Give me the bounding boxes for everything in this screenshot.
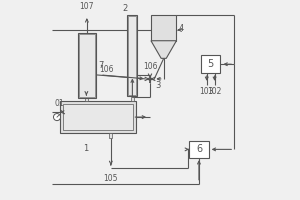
Bar	[151, 15, 176, 41]
Text: 3: 3	[155, 81, 161, 90]
Text: 103: 103	[200, 87, 214, 96]
Text: 5: 5	[208, 59, 214, 69]
Text: 106: 106	[99, 65, 114, 74]
Text: 1: 1	[83, 144, 88, 153]
Bar	[128, 15, 137, 96]
Text: 7: 7	[98, 61, 104, 70]
Bar	[128, 16, 136, 95]
Text: 6: 6	[196, 144, 202, 154]
Text: 102: 102	[207, 87, 222, 96]
Bar	[78, 33, 96, 98]
Bar	[79, 34, 95, 97]
Text: 01: 01	[54, 99, 64, 108]
Bar	[131, 97, 134, 101]
Bar	[110, 133, 112, 138]
Text: 2: 2	[122, 4, 127, 13]
Text: 4: 4	[178, 24, 184, 33]
Bar	[63, 104, 134, 130]
Bar	[201, 55, 220, 73]
Text: 107: 107	[80, 2, 94, 11]
Text: 106: 106	[143, 62, 157, 71]
Bar	[85, 97, 88, 101]
Bar	[60, 101, 136, 133]
Circle shape	[53, 114, 61, 121]
Text: 105: 105	[103, 174, 118, 183]
Bar	[189, 141, 209, 158]
Polygon shape	[151, 41, 176, 58]
